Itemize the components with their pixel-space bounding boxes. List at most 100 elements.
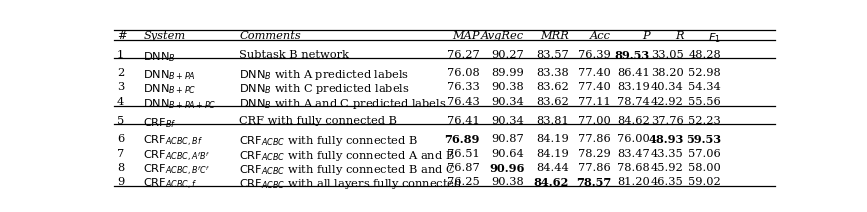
Text: 37.76: 37.76: [651, 116, 683, 126]
Text: $\mathit{F}_1$: $\mathit{F}_1$: [708, 31, 721, 45]
Text: 6: 6: [117, 134, 124, 144]
Text: 78.57: 78.57: [576, 177, 611, 188]
Text: 76.89: 76.89: [445, 134, 480, 145]
Text: Comments: Comments: [239, 31, 301, 41]
Text: $\mathrm{CRF}_{ACBC,f}$: $\mathrm{CRF}_{ACBC,f}$: [143, 177, 198, 192]
Text: $\mathrm{CRF}_{ACBC}$ with fully connected B and C: $\mathrm{CRF}_{ACBC}$ with fully connect…: [239, 163, 456, 177]
Text: 45.92: 45.92: [651, 163, 683, 173]
Text: $\mathrm{DNN}_{B+PC}$: $\mathrm{DNN}_{B+PC}$: [143, 82, 197, 96]
Text: 90.27: 90.27: [492, 50, 525, 60]
Text: 77.40: 77.40: [578, 82, 611, 92]
Text: System: System: [143, 31, 186, 41]
Text: 76.08: 76.08: [447, 68, 480, 78]
Text: #: #: [117, 31, 127, 41]
Text: 84.44: 84.44: [536, 163, 569, 173]
Text: 59.02: 59.02: [688, 177, 721, 187]
Text: 46.35: 46.35: [651, 177, 683, 187]
Text: 90.34: 90.34: [492, 97, 525, 107]
Text: $\mathrm{DNN}_{B+PA+PC}$: $\mathrm{DNN}_{B+PA+PC}$: [143, 97, 217, 111]
Text: 76.25: 76.25: [447, 177, 480, 187]
Text: $\mathrm{DNN}_{B}$ with A and C predicted labels: $\mathrm{DNN}_{B}$ with A and C predicte…: [239, 97, 447, 111]
Text: $\mathrm{CRF}_{ACBC,B^fC^f}$: $\mathrm{CRF}_{ACBC,B^fC^f}$: [143, 163, 211, 178]
Text: $\mathrm{DNN}_{B}$ with A predicted labels: $\mathrm{DNN}_{B}$ with A predicted labe…: [239, 68, 409, 82]
Text: 5: 5: [117, 116, 124, 126]
Text: 83.81: 83.81: [536, 116, 569, 126]
Text: 83.62: 83.62: [536, 97, 569, 107]
Text: 52.98: 52.98: [688, 68, 721, 78]
Text: 4: 4: [117, 97, 124, 107]
Text: 90.34: 90.34: [492, 116, 525, 126]
Text: $\mathrm{CRF}_{Bf}$: $\mathrm{CRF}_{Bf}$: [143, 116, 177, 130]
Text: AvgRec: AvgRec: [481, 31, 525, 41]
Text: 90.96: 90.96: [489, 163, 525, 174]
Text: 77.86: 77.86: [578, 134, 611, 144]
Text: 83.47: 83.47: [617, 149, 650, 159]
Text: 84.62: 84.62: [617, 116, 650, 126]
Text: 90.87: 90.87: [492, 134, 525, 144]
Text: $\mathrm{CRF}_{ACBC,Bf}$: $\mathrm{CRF}_{ACBC,Bf}$: [143, 134, 203, 149]
Text: 83.62: 83.62: [536, 82, 569, 92]
Text: MRR: MRR: [540, 31, 569, 41]
Text: 77.40: 77.40: [578, 68, 611, 78]
Text: 84.62: 84.62: [533, 177, 569, 188]
Text: 1: 1: [117, 50, 124, 60]
Text: 48.28: 48.28: [688, 50, 721, 60]
Text: 58.00: 58.00: [688, 163, 721, 173]
Text: 89.99: 89.99: [492, 68, 525, 78]
Text: 55.56: 55.56: [688, 97, 721, 107]
Text: 40.34: 40.34: [651, 82, 683, 92]
Text: Acc: Acc: [590, 31, 611, 41]
Text: MAP: MAP: [453, 31, 480, 41]
Text: $\mathrm{CRF}_{ACBC}$ with fully connected B: $\mathrm{CRF}_{ACBC}$ with fully connect…: [239, 134, 419, 148]
Text: $\mathrm{CRF}_{ACBC}$ with all layers fully connected: $\mathrm{CRF}_{ACBC}$ with all layers fu…: [239, 177, 463, 191]
Text: 59.53: 59.53: [686, 134, 721, 145]
Text: 33.05: 33.05: [651, 50, 683, 60]
Text: 9: 9: [117, 177, 124, 187]
Text: 77.11: 77.11: [578, 97, 611, 107]
Text: 54.34: 54.34: [688, 82, 721, 92]
Text: 76.51: 76.51: [447, 149, 480, 159]
Text: 83.57: 83.57: [536, 50, 569, 60]
Text: 8: 8: [117, 163, 124, 173]
Text: R: R: [675, 31, 683, 41]
Text: 84.19: 84.19: [536, 134, 569, 144]
Text: 89.53: 89.53: [615, 50, 650, 61]
Text: 78.29: 78.29: [578, 149, 611, 159]
Text: 3: 3: [117, 82, 124, 92]
Text: 81.20: 81.20: [617, 177, 650, 187]
Text: 48.93: 48.93: [649, 134, 683, 145]
Text: 57.06: 57.06: [688, 149, 721, 159]
Text: 78.74: 78.74: [617, 97, 650, 107]
Text: 83.19: 83.19: [617, 82, 650, 92]
Text: $\mathrm{CRF}_{ACBC,A^fB^f}$: $\mathrm{CRF}_{ACBC,A^fB^f}$: [143, 149, 211, 164]
Text: $\mathrm{CRF}_{ACBC}$ with fully connected A and B: $\mathrm{CRF}_{ACBC}$ with fully connect…: [239, 149, 455, 163]
Text: 76.87: 76.87: [447, 163, 480, 173]
Text: 7: 7: [117, 149, 124, 159]
Text: 76.41: 76.41: [447, 116, 480, 126]
Text: 76.39: 76.39: [578, 50, 611, 60]
Text: 90.38: 90.38: [492, 82, 525, 92]
Text: 76.33: 76.33: [447, 82, 480, 92]
Text: 42.92: 42.92: [651, 97, 683, 107]
Text: 2: 2: [117, 68, 124, 78]
Text: CRF with fully connected B: CRF with fully connected B: [239, 116, 397, 126]
Text: 84.19: 84.19: [536, 149, 569, 159]
Text: 76.00: 76.00: [617, 134, 650, 144]
Text: P: P: [642, 31, 650, 41]
Text: 76.27: 76.27: [447, 50, 480, 60]
Text: 86.41: 86.41: [617, 68, 650, 78]
Text: 76.43: 76.43: [447, 97, 480, 107]
Text: 43.35: 43.35: [651, 149, 683, 159]
Text: $\mathrm{DNN}_{B}$: $\mathrm{DNN}_{B}$: [143, 50, 176, 64]
Text: 90.64: 90.64: [492, 149, 525, 159]
Text: 38.20: 38.20: [651, 68, 683, 78]
Text: 77.86: 77.86: [578, 163, 611, 173]
Text: 83.38: 83.38: [536, 68, 569, 78]
Text: Subtask B network: Subtask B network: [239, 50, 349, 60]
Text: $\mathrm{DNN}_{B}$ with C predicted labels: $\mathrm{DNN}_{B}$ with C predicted labe…: [239, 82, 410, 96]
Text: 90.38: 90.38: [492, 177, 525, 187]
Text: 77.00: 77.00: [578, 116, 611, 126]
Text: 52.23: 52.23: [688, 116, 721, 126]
Text: 78.68: 78.68: [617, 163, 650, 173]
Text: $\mathrm{DNN}_{B+PA}$: $\mathrm{DNN}_{B+PA}$: [143, 68, 196, 82]
